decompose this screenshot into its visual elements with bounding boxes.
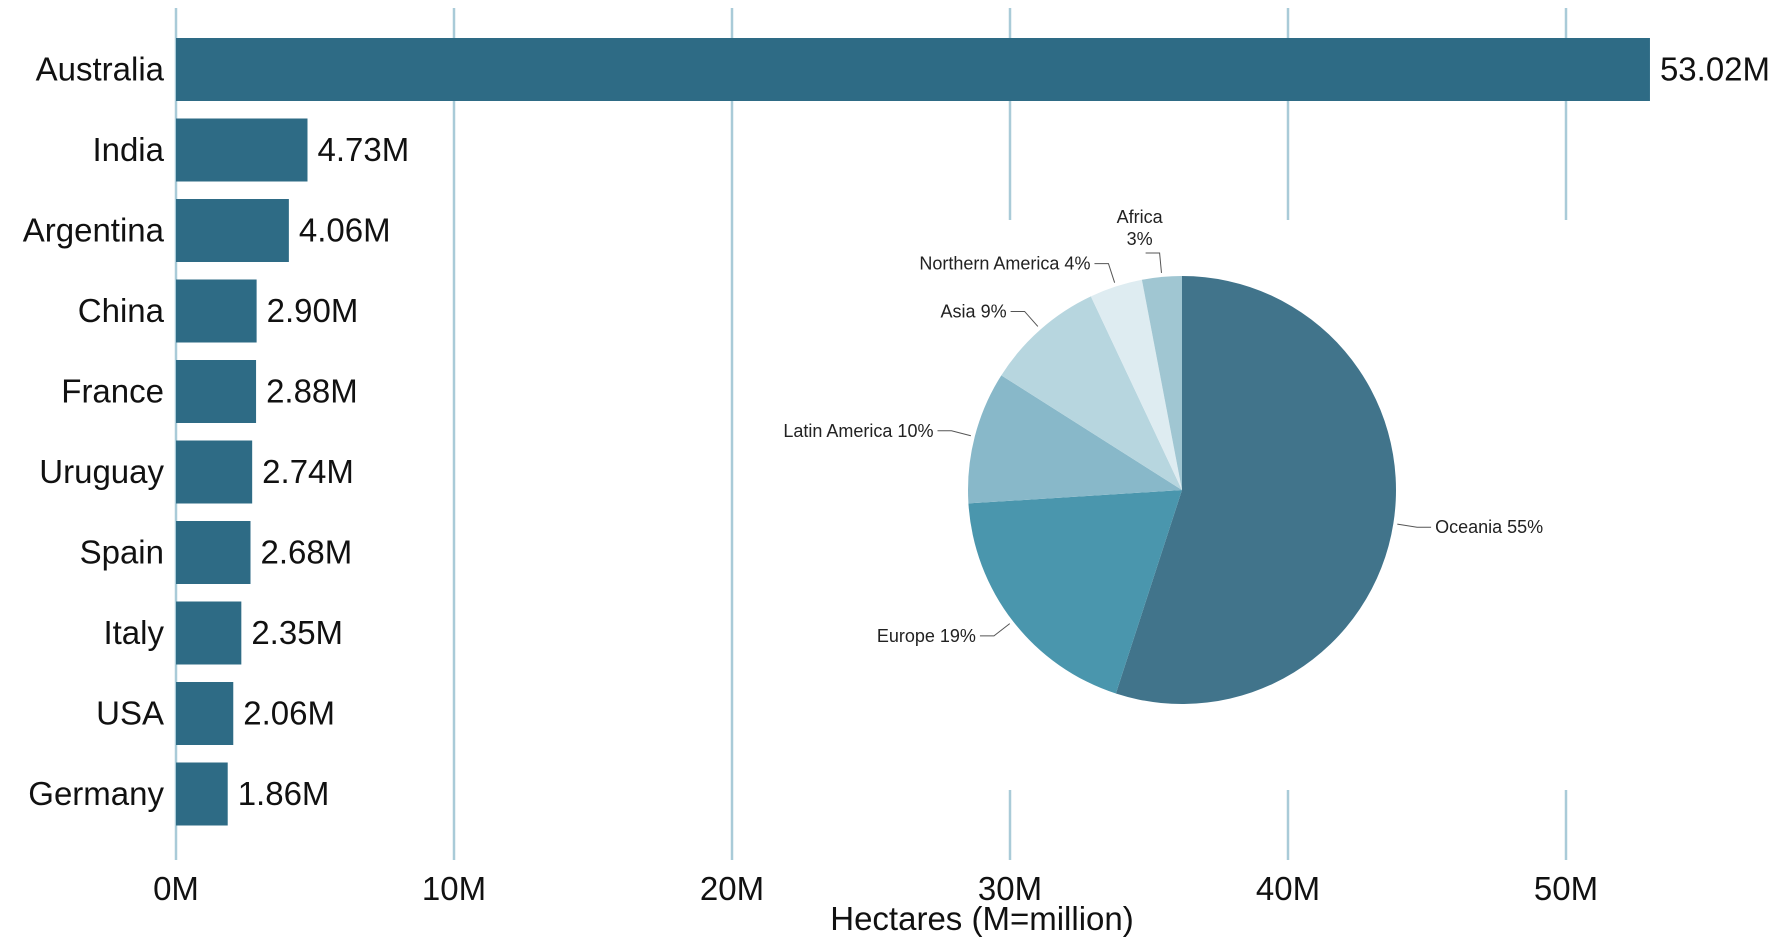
bar — [176, 762, 228, 826]
category-label: USA — [96, 695, 164, 732]
x-tick-label: 40M — [1256, 870, 1320, 907]
category-label: Argentina — [23, 212, 165, 249]
category-label: China — [78, 292, 165, 329]
value-label: 2.06M — [243, 695, 335, 732]
pie-label: Northern America 4% — [919, 254, 1090, 274]
bar — [176, 199, 289, 262]
value-label: 53.02M — [1660, 51, 1770, 88]
pie-leader-line — [979, 623, 1011, 637]
pie-slice — [1115, 276, 1396, 704]
x-tick-label: 30M — [978, 870, 1042, 907]
pie-leader-line — [937, 430, 971, 437]
bar — [176, 360, 257, 423]
category-label: Spain — [80, 534, 164, 571]
category-label: Uruguay — [39, 453, 164, 490]
pie-leader-line — [1397, 523, 1432, 528]
category-label: Italy — [103, 614, 164, 651]
value-label: 4.06M — [299, 212, 391, 249]
bar — [176, 118, 308, 182]
value-label: 2.88M — [266, 373, 358, 410]
bar — [176, 601, 242, 665]
bar — [176, 521, 251, 584]
x-tick-label: 20M — [700, 870, 764, 907]
x-tick-label: 50M — [1534, 870, 1598, 907]
x-axis-title: Hectares (M=million) — [830, 900, 1133, 937]
value-label: 2.74M — [262, 453, 354, 490]
pie-slice — [1141, 276, 1182, 490]
pie-label: Africa 3% — [1117, 207, 1164, 249]
bar — [176, 682, 234, 745]
pie-label: Europe 19% — [877, 626, 976, 646]
category-label: Germany — [28, 775, 164, 812]
category-label: India — [92, 131, 164, 168]
value-label: 4.73M — [317, 131, 409, 168]
value-label: 1.86M — [238, 775, 330, 812]
pie-slice — [968, 375, 1182, 504]
value-label: 2.35M — [251, 614, 343, 651]
pie-slice — [968, 490, 1182, 694]
x-tick-label: 0M — [153, 870, 199, 907]
value-label: 2.90M — [267, 292, 359, 329]
bar — [176, 279, 257, 343]
pie-label: Oceania 55% — [1435, 517, 1543, 537]
pie-leader-line — [1094, 263, 1116, 283]
pie-leader-line — [1145, 252, 1162, 274]
bar-series: Australia 53.02M India 4.73M Argentina 4.06M C… — [23, 38, 1770, 826]
category-label: France — [61, 373, 164, 410]
x-axis: 0M 10M 20M 30M 40M 50M — [153, 870, 1598, 907]
bar — [176, 440, 253, 504]
pie-slice — [1090, 279, 1182, 490]
category-label: Australia — [36, 51, 165, 88]
pie-leader-line — [1010, 310, 1039, 327]
bar — [176, 38, 1650, 101]
value-label: 2.68M — [261, 534, 353, 571]
pie-label: Asia 9% — [941, 301, 1007, 321]
pie-slice — [1001, 296, 1182, 490]
pie-label: Latin America 10% — [783, 421, 933, 441]
pie-chart: Oceania 55% Europe 19% Latin America 10% As… — [783, 207, 1543, 704]
x-tick-label: 10M — [422, 870, 486, 907]
